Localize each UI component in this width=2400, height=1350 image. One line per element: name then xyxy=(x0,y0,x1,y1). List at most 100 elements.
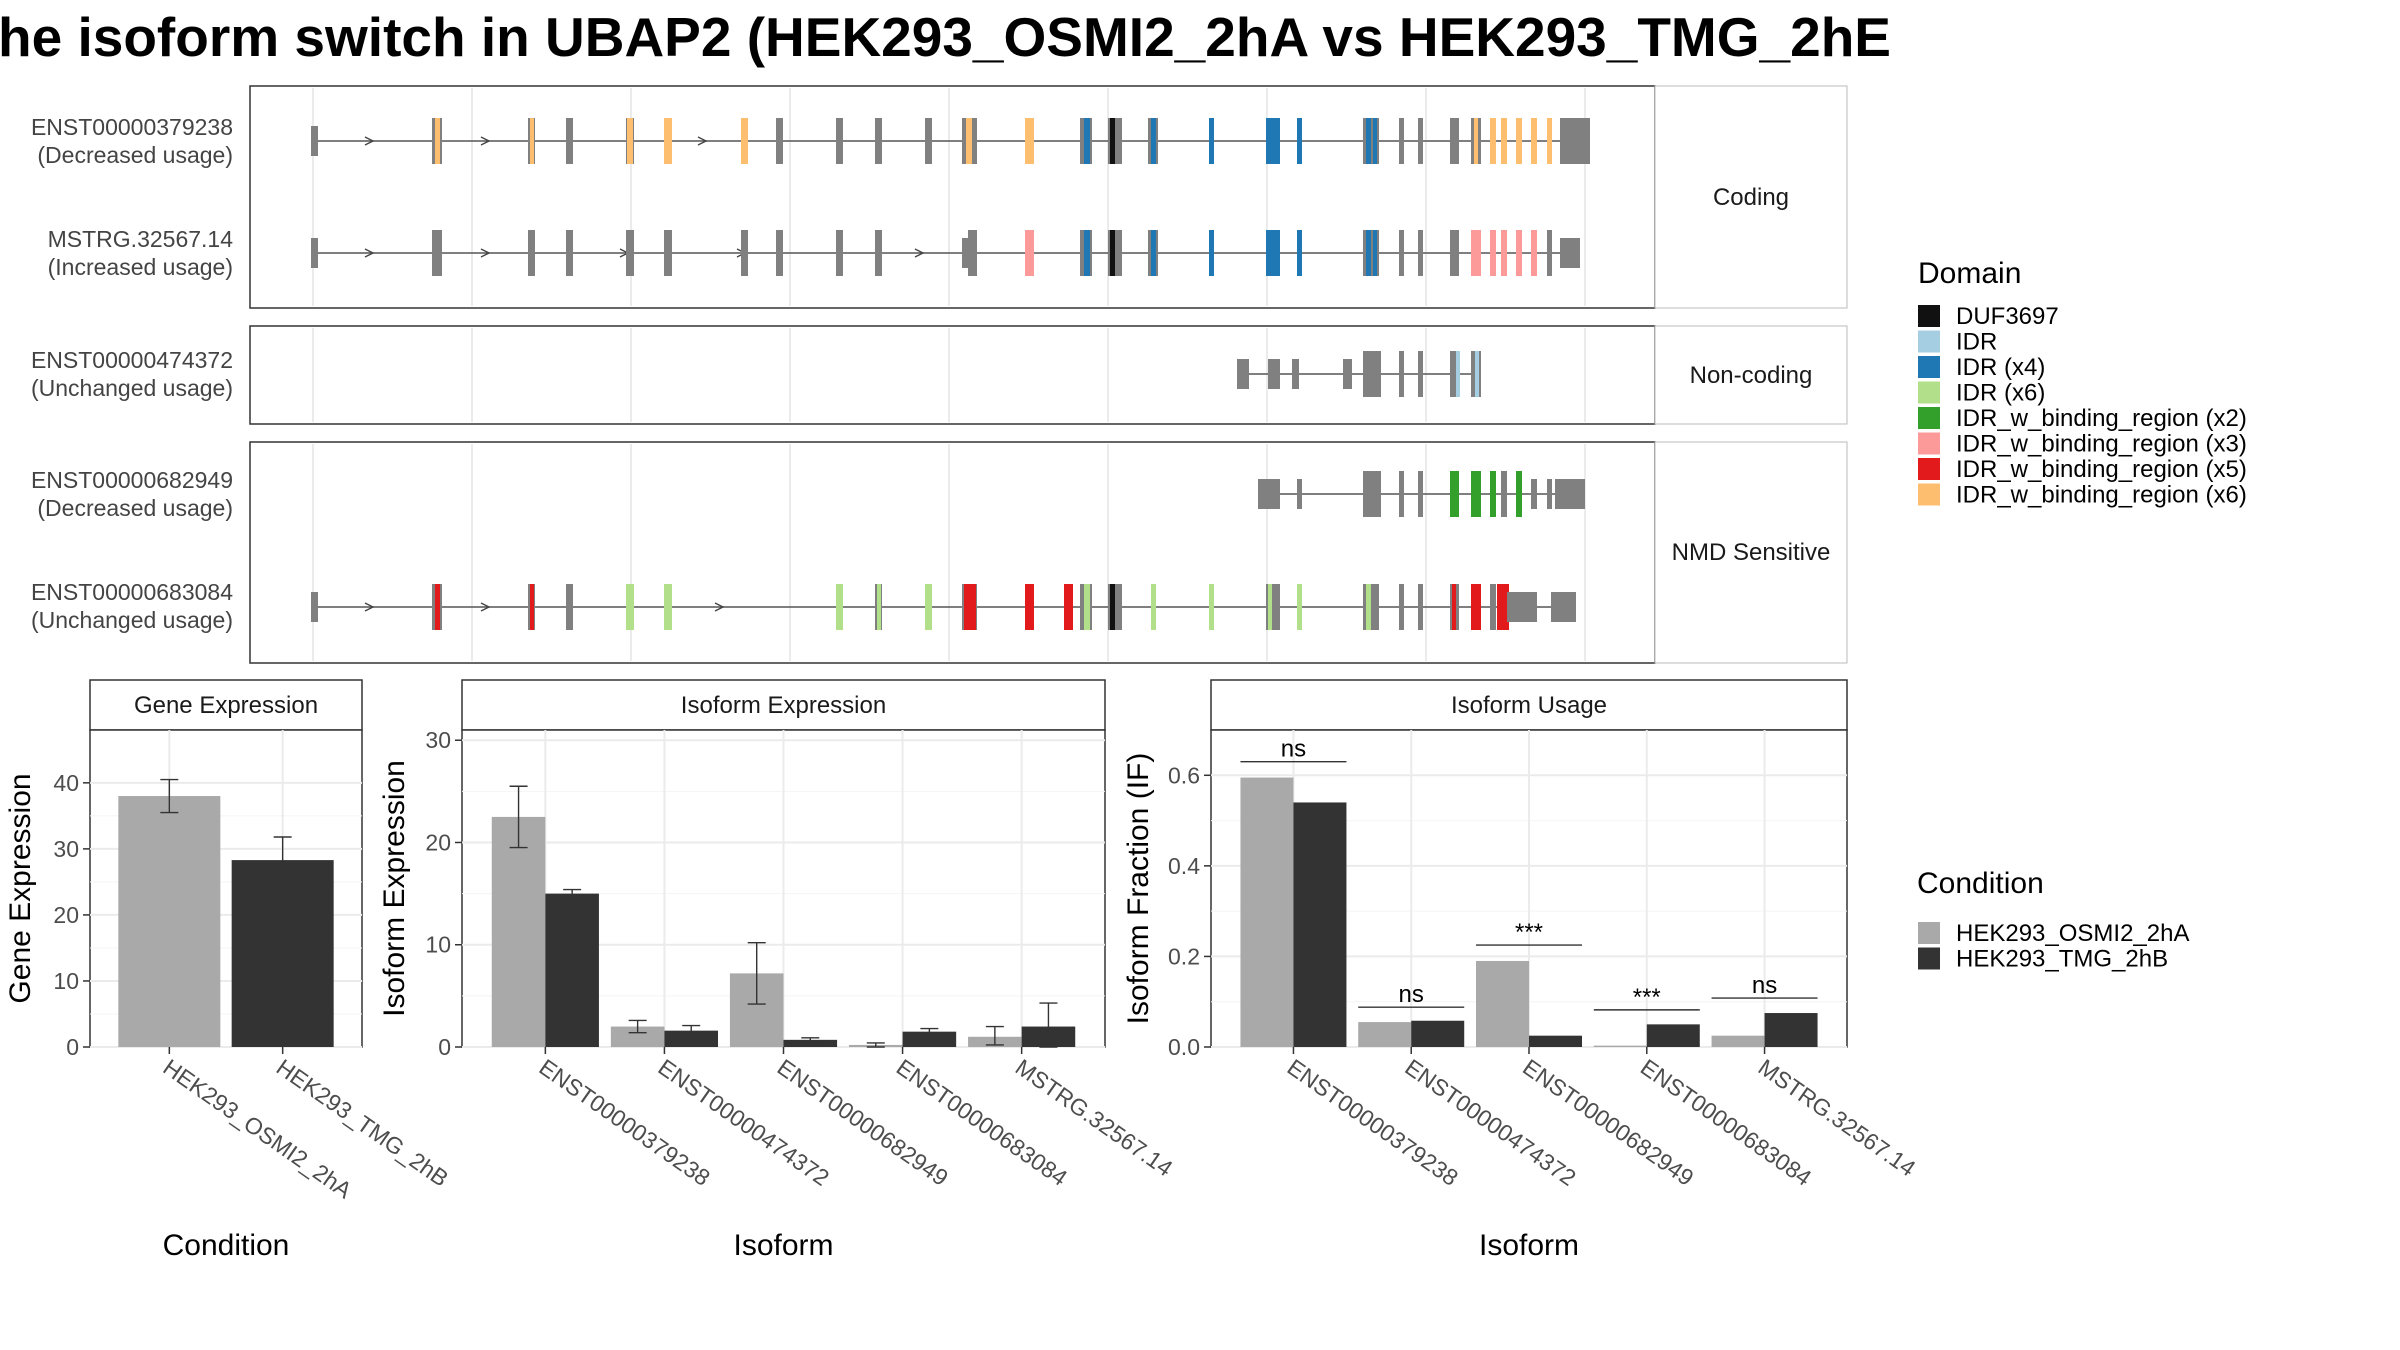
exon xyxy=(1418,230,1423,276)
strand-arrow xyxy=(364,248,375,258)
exon xyxy=(1450,230,1459,276)
bar-ENST00000682949-HEK293_OSMI2_2hA xyxy=(1476,960,1529,1047)
gene-expression-chart: Gene Expression 0 10 20 30 40 HEK293_OSMI2_2hA… xyxy=(4,679,453,1262)
legend-label-IDR_w_binding_region (x2): IDR_w_binding_region (x2) xyxy=(1956,405,2247,432)
exon xyxy=(1116,584,1122,630)
exon xyxy=(1116,118,1122,164)
exon xyxy=(1501,471,1507,517)
exon xyxy=(1516,118,1522,164)
chart-strip xyxy=(461,679,1106,731)
exon xyxy=(528,230,535,276)
exon xyxy=(741,230,748,276)
y-tick-label: 30 xyxy=(425,727,451,753)
sig-label: ns xyxy=(1281,736,1306,763)
legend-label-HEK293_OSMI2_2hA: HEK293_OSMI2_2hA xyxy=(1956,920,2189,947)
exon xyxy=(1343,359,1352,389)
exon xyxy=(311,126,318,156)
x-axis-title: Isoform xyxy=(733,1229,833,1262)
exon xyxy=(311,238,318,268)
exon xyxy=(1266,230,1280,276)
exon xyxy=(1151,118,1156,164)
bar-ENST00000683084-HEK293_OSMI2_2hA xyxy=(1593,1045,1647,1047)
bar-ENST00000379238-HEK293_TMG_2hB xyxy=(1293,802,1347,1047)
track-usage-ENST00000682949: (Decreased usage) xyxy=(37,495,233,521)
exon xyxy=(664,118,672,164)
strip-label-noncoding: Non-coding xyxy=(1690,362,1813,389)
strand-arrow xyxy=(480,136,491,146)
exon xyxy=(925,118,932,164)
exon xyxy=(664,230,672,276)
exon xyxy=(1471,584,1481,630)
exon xyxy=(1064,584,1073,630)
exon xyxy=(1373,351,1381,397)
exon xyxy=(1399,230,1404,276)
legend-key-IDR xyxy=(1918,330,1940,353)
exon xyxy=(1399,584,1404,630)
exon xyxy=(1547,118,1552,164)
bar-ENST00000682949-HEK293_TMG_2hB xyxy=(1529,1035,1582,1047)
bar-ENST00000683084-HEK293_TMG_2hB xyxy=(902,1031,957,1047)
legend-label-IDR (x4): IDR (x4) xyxy=(1956,354,2045,381)
exon xyxy=(1452,584,1456,630)
legend-key-IDR (x4) xyxy=(1918,356,1940,378)
bar-ENST00000682949-HEK293_TMG_2hB xyxy=(783,1039,838,1047)
y-tick-label: 10 xyxy=(53,968,79,994)
exon xyxy=(1547,479,1552,509)
exon xyxy=(925,584,932,630)
x-axis-title: Condition xyxy=(163,1229,290,1262)
bar-ENST00000474372-HEK293_TMG_2hB xyxy=(664,1030,719,1047)
sig-label: *** xyxy=(1633,984,1661,1011)
exon xyxy=(1268,359,1280,389)
exon xyxy=(1474,118,1478,164)
exon xyxy=(1531,230,1537,276)
panel-coding xyxy=(249,85,1656,309)
strip-noncoding xyxy=(1654,325,1848,425)
exon xyxy=(1475,351,1479,397)
exon xyxy=(530,584,534,630)
exon xyxy=(1516,230,1522,276)
legend-key-HEK293_TMG_2hB xyxy=(1918,947,1940,970)
track-label-ENST00000379238: ENST00000379238 xyxy=(31,114,233,140)
exon xyxy=(1373,230,1377,276)
exon xyxy=(1551,592,1576,622)
exon xyxy=(1497,584,1509,630)
exon xyxy=(1490,118,1496,164)
exon xyxy=(1373,118,1377,164)
sig-label: *** xyxy=(1515,919,1543,946)
exon xyxy=(968,230,977,276)
exon xyxy=(776,118,783,164)
bar-ENST00000474372-HEK293_TMG_2hB xyxy=(1411,1020,1465,1047)
exon xyxy=(626,230,634,276)
track-label-ENST00000682949: ENST00000682949 xyxy=(31,467,233,493)
exon xyxy=(1547,230,1552,276)
exon xyxy=(311,592,318,622)
exon xyxy=(1450,351,1459,397)
exon xyxy=(1399,471,1404,517)
exon xyxy=(1501,230,1507,276)
exon xyxy=(1209,230,1214,276)
isoform-expression-chart: Isoform Expression0102030ENST00000379238… xyxy=(378,679,1178,1262)
y-tick-label: 10 xyxy=(425,932,451,958)
chart-strip xyxy=(89,679,363,731)
exon xyxy=(875,118,882,164)
exon xyxy=(1025,118,1034,164)
legend-label-IDR: IDR xyxy=(1956,329,1997,356)
legend-key-IDR_w_binding_region (x2) xyxy=(1918,407,1940,429)
exon xyxy=(1209,118,1214,164)
panel-noncoding xyxy=(249,325,1656,425)
exon xyxy=(1025,584,1034,630)
exon xyxy=(1490,471,1496,517)
exon xyxy=(566,584,573,630)
exon xyxy=(1555,479,1585,509)
track-usage-MSTRG.32567.14: (Increased usage) xyxy=(48,254,233,280)
bar-HEK293_TMG_2hB xyxy=(231,860,334,1047)
exon xyxy=(1490,230,1496,276)
track-usage-ENST00000379238: (Decreased usage) xyxy=(37,142,233,168)
exon xyxy=(964,584,976,630)
y-tick-label: 40 xyxy=(53,770,79,796)
exon xyxy=(1418,584,1423,630)
exon xyxy=(1471,471,1481,517)
y-axis-title: Isoform Fraction (IF) xyxy=(1122,753,1155,1025)
exon xyxy=(1418,471,1423,517)
